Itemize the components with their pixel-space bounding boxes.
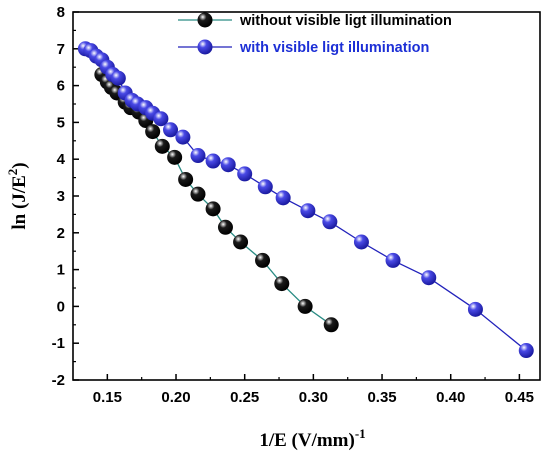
y-tick-label: 7 xyxy=(57,41,65,58)
y-tick-label: -1 xyxy=(52,335,65,352)
data-point xyxy=(154,138,170,154)
data-point xyxy=(190,148,206,164)
data-point xyxy=(220,157,236,173)
data-point xyxy=(233,234,249,250)
legend-label: with visible ligt illumination xyxy=(239,40,429,56)
data-point xyxy=(205,153,221,169)
y-axis-title-end: ) xyxy=(9,162,30,168)
data-point xyxy=(163,122,179,138)
x-tick-label: 0.45 xyxy=(505,389,534,406)
data-point xyxy=(353,234,369,250)
data-point xyxy=(255,252,271,268)
ticks-layer: 0.15 0.20 0.25 0.30 0.35 0.40 0.45 -2 -1 0 1 2 3 4 5 6 7… xyxy=(52,4,534,406)
data-point xyxy=(217,219,233,235)
data-point xyxy=(322,214,338,230)
legend-marker xyxy=(197,39,213,55)
y-tick-label: 6 xyxy=(57,78,65,95)
y-tick-label: 8 xyxy=(57,4,65,21)
data-point xyxy=(297,298,313,314)
legend-item-1: without visible ligt illumination xyxy=(178,12,452,29)
y-tick-label: -2 xyxy=(52,372,65,389)
data-point xyxy=(257,179,273,195)
data-point xyxy=(385,252,401,268)
y-tick-label: 3 xyxy=(57,188,65,205)
data-point xyxy=(178,171,194,187)
y-tick-label: 4 xyxy=(57,151,66,168)
x-axis-title-main: 1/E (V/mm) xyxy=(259,430,355,451)
x-axis-title: 1/E (V/mm)-1 xyxy=(259,426,365,451)
series-layer xyxy=(77,41,534,359)
y-axis-title: ln (J/E2) xyxy=(5,162,30,229)
data-point xyxy=(518,343,534,359)
data-point xyxy=(421,270,437,286)
data-point xyxy=(145,124,161,140)
y-tick-label: 1 xyxy=(57,262,65,279)
data-point xyxy=(153,111,169,127)
data-point xyxy=(467,301,483,317)
data-point xyxy=(205,201,221,217)
data-point xyxy=(275,190,291,206)
x-tick-label: 0.35 xyxy=(367,389,396,406)
legend-item-2: with visible ligt illumination xyxy=(178,39,429,56)
x-tick-label: 0.20 xyxy=(161,389,190,406)
data-point xyxy=(274,276,290,292)
legend: without visible ligt illumination with vi… xyxy=(178,12,452,56)
y-axis-title-main: ln (J/E xyxy=(9,175,30,229)
data-point xyxy=(323,317,339,333)
y-axis-title-sup: 2 xyxy=(5,169,20,176)
legend-marker xyxy=(197,12,213,28)
data-point xyxy=(237,166,253,182)
x-tick-label: 0.15 xyxy=(93,389,122,406)
y-tick-label: 5 xyxy=(57,114,65,131)
data-point xyxy=(167,149,183,165)
x-axis-title-sup: -1 xyxy=(355,426,366,441)
y-tick-label: 0 xyxy=(57,298,65,315)
data-point xyxy=(300,203,316,219)
y-tick-label: 2 xyxy=(57,225,65,242)
data-point xyxy=(110,70,126,86)
plot-frame xyxy=(72,11,541,381)
x-tick-label: 0.30 xyxy=(299,389,328,406)
legend-label: without visible ligt illumination xyxy=(239,13,452,29)
x-tick-label: 0.25 xyxy=(230,389,259,406)
data-point xyxy=(175,129,191,145)
data-point xyxy=(190,186,206,202)
x-tick-label: 0.40 xyxy=(436,389,465,406)
series-2 xyxy=(77,41,534,359)
